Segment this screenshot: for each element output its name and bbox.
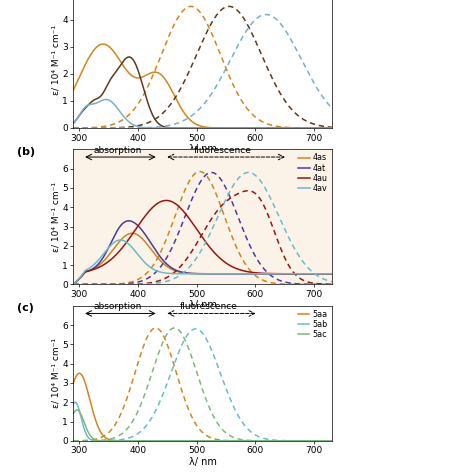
X-axis label: λ/ nm: λ/ nm: [189, 457, 217, 467]
X-axis label: λ/ nm: λ/ nm: [189, 301, 217, 310]
Y-axis label: ε/ 10⁴ M⁻¹ cm⁻¹: ε/ 10⁴ M⁻¹ cm⁻¹: [52, 26, 61, 95]
Text: absorption: absorption: [93, 146, 142, 155]
Text: fluorescence: fluorescence: [180, 302, 237, 311]
Y-axis label: ε/ 10⁴ M⁻¹ cm⁻¹: ε/ 10⁴ M⁻¹ cm⁻¹: [52, 182, 61, 252]
Y-axis label: ε/ 10⁴ M⁻¹ cm⁻¹: ε/ 10⁴ M⁻¹ cm⁻¹: [52, 338, 61, 408]
Legend: 4as, 4at, 4au, 4av: 4as, 4at, 4au, 4av: [298, 153, 328, 193]
Text: (b): (b): [17, 146, 35, 156]
Text: absorption: absorption: [93, 302, 142, 311]
Text: fluorescence: fluorescence: [194, 146, 252, 155]
X-axis label: λ/ nm: λ/ nm: [189, 144, 217, 154]
Text: (c): (c): [17, 303, 34, 313]
Legend: 5aa, 5ab, 5ac: 5aa, 5ab, 5ac: [298, 310, 328, 339]
